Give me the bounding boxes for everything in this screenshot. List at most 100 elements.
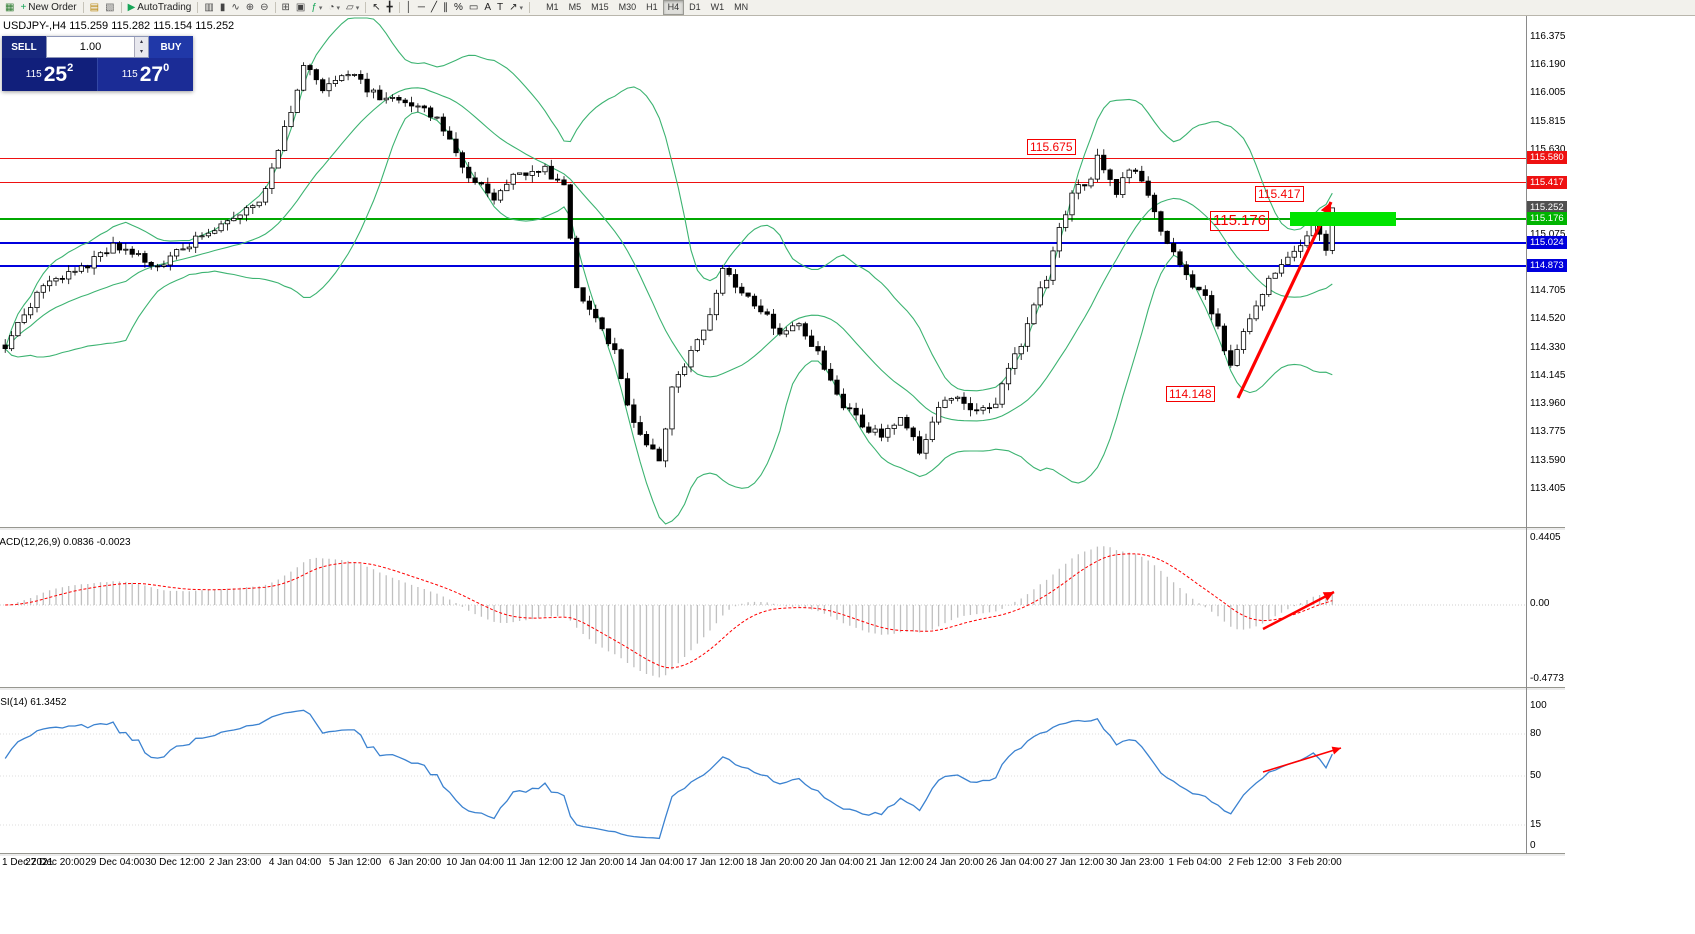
zoom-out-icon: ⊖ — [260, 1, 269, 13]
price-axis-border[interactable] — [1526, 16, 1527, 854]
panel-separator-macd[interactable] — [0, 527, 1565, 530]
profiles-icon[interactable]: ▧ — [102, 1, 117, 15]
candle — [453, 138, 459, 154]
macd-histogram — [10, 546, 1333, 678]
zoom-out-icon[interactable]: ⊖ — [257, 1, 271, 15]
candle — [1012, 353, 1018, 369]
horizontal-line-114.873[interactable] — [0, 265, 1526, 267]
candle — [567, 184, 573, 239]
arrange-windows-icon: ▣ — [295, 1, 306, 13]
volume-field[interactable]: ▴ ▾ — [46, 36, 149, 58]
bar-chart-icon[interactable]: ▥ — [201, 1, 216, 15]
arrange-windows-icon[interactable]: ▣ — [293, 1, 308, 15]
toolbar-separator — [274, 2, 276, 13]
price-axis-label[interactable]: 115.024 — [1527, 236, 1567, 249]
time-axis-label: 1 Dec 2021 — [2, 857, 54, 868]
price-axis-label[interactable]: 115.252 — [1527, 201, 1567, 214]
timeframe-h4[interactable]: H4 — [662, 0, 685, 15]
channel-icon[interactable]: ∥ — [440, 1, 451, 15]
time-axis-label: 3 Feb 20:00 — [1288, 857, 1342, 868]
price-annotation[interactable]: 114.148 — [1166, 386, 1215, 403]
timeframe-d1[interactable]: D1 — [689, 2, 701, 12]
rsi-axis-label: 50 — [1530, 770, 1542, 781]
candle — [66, 271, 72, 280]
candle — [783, 330, 789, 335]
shapes-icon: ▭ — [468, 1, 479, 13]
line-chart-icon[interactable]: ∿ — [228, 1, 242, 15]
candle — [720, 267, 726, 294]
zoom-in-icon[interactable]: ⊕ — [243, 1, 257, 15]
candle — [459, 152, 466, 168]
timeframe-m15[interactable]: M15 — [591, 2, 609, 12]
timeframe-m30[interactable]: M30 — [618, 2, 637, 12]
tile-windows-icon[interactable]: ⊞ — [279, 1, 293, 15]
new-chart-icon[interactable]: ▦ — [2, 1, 17, 15]
templates-button[interactable]: ▱ ▾ — [343, 1, 362, 15]
time-axis-label: 5 Jan 12:00 — [328, 857, 382, 868]
horizontal-line-115.024[interactable] — [0, 242, 1526, 244]
candle — [351, 74, 358, 76]
candle — [34, 291, 40, 308]
new-order-button[interactable]: + New Order — [17, 1, 79, 15]
volume-increase-button[interactable]: ▴ — [135, 37, 148, 47]
candle — [885, 428, 891, 438]
price-axis-label[interactable]: 115.417 — [1527, 176, 1567, 189]
sell-button[interactable]: SELL — [2, 36, 46, 58]
shapes-icon[interactable]: ▭ — [466, 1, 481, 15]
timeframe-w1[interactable]: W1 — [710, 2, 725, 12]
candle — [15, 321, 21, 337]
indicators-button[interactable]: ƒ ▾ — [308, 1, 325, 15]
candlestick-icon[interactable]: ▮ — [217, 1, 229, 15]
fibonacci-icon[interactable]: % — [451, 1, 466, 15]
cursor-icon[interactable]: ↖ — [369, 1, 383, 15]
vertical-line-icon[interactable]: │ — [403, 1, 415, 15]
candle — [1298, 245, 1304, 252]
autotrading-button[interactable]: ▶ AutoTrading — [125, 1, 195, 15]
timeframe-mn[interactable]: MN — [734, 2, 749, 12]
horizontal-line-115.417[interactable] — [0, 182, 1526, 183]
sell-price[interactable]: 115 25 2 — [2, 58, 98, 91]
rsi-indicator-label: RSI(14) 61.3452 — [0, 697, 67, 708]
label-icon[interactable]: T — [494, 1, 506, 15]
price-annotation[interactable]: 115.417 — [1255, 186, 1304, 203]
price-annotation[interactable]: 115.176 — [1210, 211, 1270, 231]
trendline-icon[interactable]: ╱ — [428, 1, 440, 15]
horizontal-line-icon[interactable]: ─ — [415, 1, 428, 15]
candle — [555, 178, 561, 181]
periods-button[interactable]: ◔ ▾ — [325, 1, 343, 15]
horizontal-line-115.580[interactable] — [0, 158, 1526, 159]
buy-price-pips: 27 — [139, 62, 164, 86]
volume-decrease-button[interactable]: ▾ — [135, 47, 148, 57]
panel-separator-rsi[interactable] — [0, 687, 1565, 690]
timeframe-m5[interactable]: M5 — [568, 2, 582, 12]
candle — [1291, 250, 1297, 258]
buy-button[interactable]: BUY — [149, 36, 193, 58]
charts-icon[interactable]: ▤ — [87, 1, 102, 15]
text-icon[interactable]: A — [481, 1, 494, 15]
buy-price[interactable]: 115 27 0 — [98, 58, 193, 91]
candle — [173, 249, 180, 257]
resistance-zone-highlight[interactable] — [1290, 212, 1396, 226]
candle — [1107, 169, 1113, 180]
price-annotation[interactable]: 115.675 — [1027, 139, 1076, 156]
price-axis-label: 113.960 — [1530, 398, 1566, 409]
price-axis-label[interactable]: 115.176 — [1527, 212, 1567, 225]
candle — [536, 170, 542, 173]
macd-signal-line — [5, 553, 1333, 669]
crosshair-icon[interactable]: ╋ — [384, 1, 396, 15]
candle — [1082, 184, 1088, 187]
candle — [269, 167, 275, 189]
timeframe-h1[interactable]: H1 — [646, 2, 658, 12]
price-axis-label[interactable]: 114.873 — [1527, 259, 1567, 272]
sell-price-prefix: 115 — [25, 69, 42, 80]
volume-input[interactable] — [47, 40, 134, 54]
timeframe-m1[interactable]: M1 — [546, 2, 559, 12]
candle — [650, 444, 656, 450]
arrows-icon[interactable]: ↗ ▾ — [506, 1, 526, 15]
candle — [631, 404, 637, 423]
candle — [878, 428, 885, 438]
price-axis-label[interactable]: 115.580 — [1527, 151, 1567, 164]
candle — [212, 230, 218, 234]
rsi-axis-label: 15 — [1530, 819, 1542, 830]
charts-icon: ▤ — [89, 1, 100, 13]
